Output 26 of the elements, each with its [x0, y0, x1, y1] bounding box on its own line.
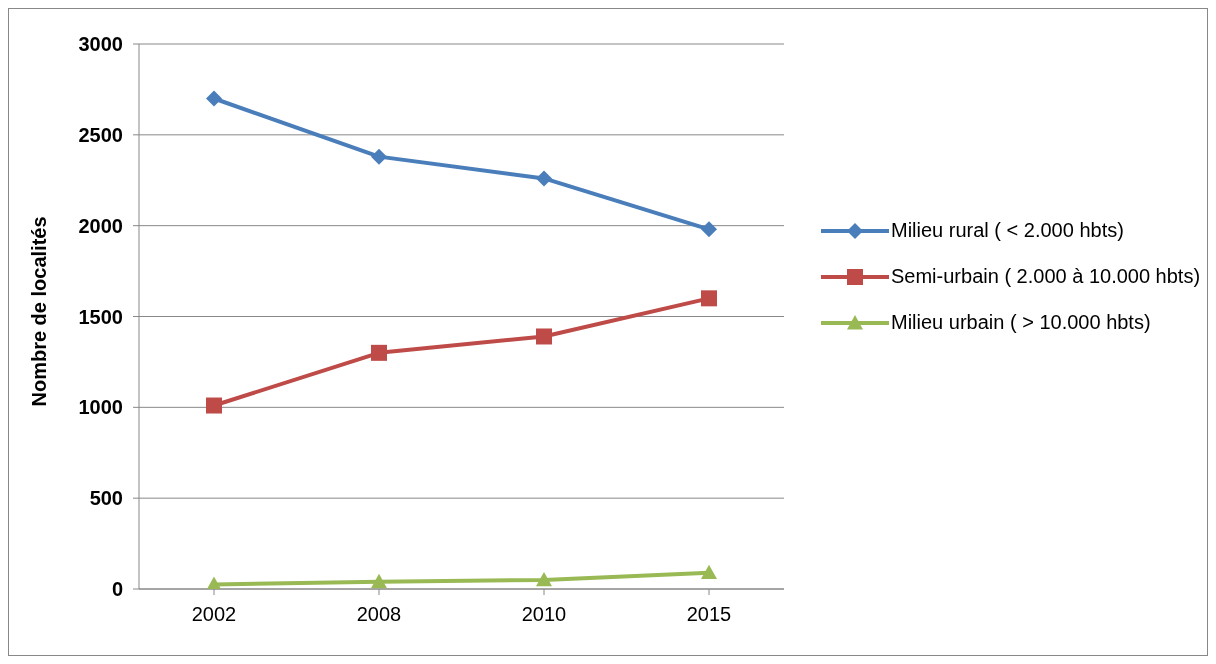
point — [536, 571, 552, 587]
point — [371, 573, 387, 589]
x-tick-label: 2008 — [356, 603, 402, 626]
point — [371, 148, 387, 165]
y-tick-label: 1000 — [78, 396, 123, 419]
legend-label: Semi-urbain ( 2.000 à 10.000 hbts) — [891, 265, 1201, 288]
point — [206, 397, 222, 414]
legend-label: Milieu urbain ( > 10.000 hbts) — [891, 311, 1151, 334]
y-tick-label: 2000 — [78, 214, 123, 237]
point — [536, 170, 552, 187]
point — [701, 290, 717, 307]
point — [371, 344, 387, 361]
y-tick-label: 3000 — [78, 33, 123, 56]
point — [701, 564, 717, 580]
x-tick-label: 2002 — [191, 603, 237, 626]
y-tick-label: 0 — [111, 578, 123, 601]
point — [536, 328, 552, 345]
x-tick-label: 2010 — [521, 603, 567, 626]
legend-label: Milieu rural ( < 2.000 hbts) — [891, 219, 1124, 242]
point — [701, 221, 717, 238]
x-tick-label: 2015 — [686, 603, 732, 626]
y-tick-label: 500 — [89, 487, 123, 510]
point — [206, 90, 222, 107]
y-tick-label: 1500 — [78, 305, 123, 328]
y-axis-title: Nombre de localités — [28, 216, 51, 407]
y-tick-label: 2500 — [78, 123, 123, 146]
